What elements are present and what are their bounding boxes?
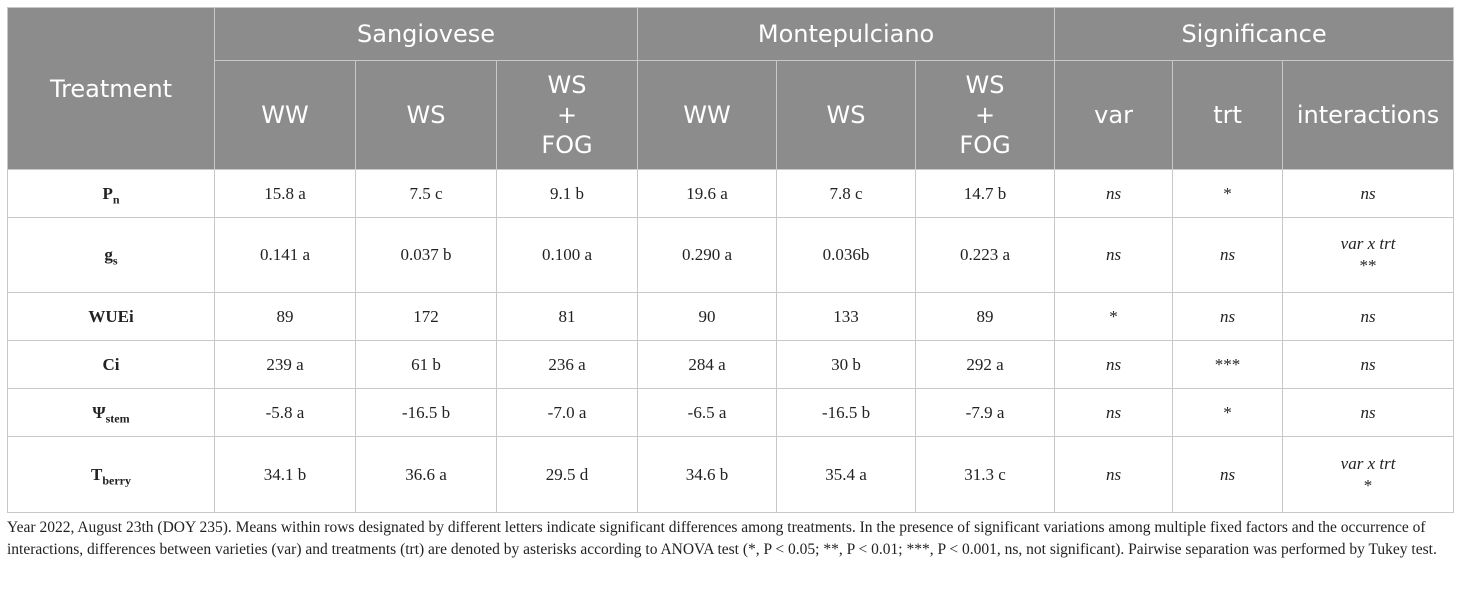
cell-value: 0.223 a [915,217,1056,293]
cell-value: 31.3 c [915,436,1056,513]
table-row-t-berry: Tberry 34.1 b 36.6 a 29.5 d 34.6 b 35.4 … [7,436,1455,513]
cell-value: -16.5 b [776,388,917,437]
table-row-gs: gs 0.141 a 0.037 b 0.100 a 0.290 a 0.036… [7,217,1455,293]
cell-value: 0.100 a [495,217,639,293]
header-montepulciano-ww: WW [637,60,778,170]
cell-var: * [1054,292,1174,341]
cell-value: 0.037 b [355,217,497,293]
table-container: Treatment Sangiovese Montepulciano Signi… [7,7,1455,561]
cell-value: 284 a [637,340,778,389]
header-montepulciano-ws: WS [776,60,917,170]
cell-trt: *** [1172,340,1284,389]
cell-var: ns [1054,217,1174,293]
cell-value: 61 b [355,340,497,389]
cell-interactions: ns [1282,292,1455,341]
cell-value: 35.4 a [776,436,917,513]
cell-var: ns [1054,169,1174,218]
cell-interactions: var x trt * [1282,436,1455,513]
header-treatment: Treatment [7,7,215,170]
header-trt: trt [1172,60,1284,170]
cell-var: ns [1054,436,1174,513]
cell-value: 292 a [915,340,1056,389]
cell-value: 29.5 d [495,436,639,513]
cell-interactions: ns [1282,388,1455,437]
cell-value: 19.6 a [637,169,778,218]
cell-value: 239 a [214,340,356,389]
cell-var: ns [1054,388,1174,437]
header-interactions: interactions [1282,60,1455,170]
cell-trt: ns [1172,217,1284,293]
cell-value: -7.9 a [915,388,1056,437]
row-label: WUEi [7,292,215,341]
header-group-sangiovese: Sangiovese [213,7,639,61]
cell-value: 90 [637,292,778,341]
cell-value: 9.1 b [495,169,639,218]
row-label: Pn [7,169,215,218]
row-label: gs [7,217,215,293]
table-row-pn: Pn 15.8 a 7.5 c 9.1 b 19.6 a 7.8 c 14.7 … [7,169,1455,218]
cell-value: 30 b [776,340,917,389]
header-sangiovese-ws-fog: WS + FOG [495,60,639,170]
cell-value: 81 [495,292,639,341]
cell-value: -7.0 a [495,388,639,437]
cell-value: 7.5 c [355,169,497,218]
cell-value: 15.8 a [214,169,356,218]
cell-value: -5.8 a [214,388,356,437]
cell-value: 0.290 a [637,217,778,293]
cell-trt: * [1172,169,1284,218]
cell-value: 89 [915,292,1056,341]
header-sangiovese-ww: WW [214,60,356,170]
table-row-psi-stem: Ψstem -5.8 a -16.5 b -7.0 a -6.5 a -16.5… [7,388,1455,437]
row-label: Tberry [7,436,215,513]
header-group-montepulciano: Montepulciano [637,7,1056,61]
cell-interactions: ns [1282,169,1455,218]
cell-value: 0.036b [776,217,917,293]
cell-value: -6.5 a [637,388,778,437]
cell-trt: * [1172,388,1284,437]
cell-value: -16.5 b [355,388,497,437]
results-table: Treatment Sangiovese Montepulciano Signi… [7,7,1455,513]
cell-value: 0.141 a [214,217,356,293]
header-group-significance: Significance [1054,7,1455,61]
cell-interactions: var x trt ** [1282,217,1455,293]
cell-value: 89 [214,292,356,341]
cell-value: 36.6 a [355,436,497,513]
cell-value: 236 a [495,340,639,389]
table-row-wuei: WUEi 89 172 81 90 133 89 * ns ns [7,292,1455,341]
cell-value: 133 [776,292,917,341]
cell-trt: ns [1172,436,1284,513]
cell-trt: ns [1172,292,1284,341]
header-var: var [1054,60,1174,170]
row-label: Ψstem [7,388,215,437]
cell-value: 34.6 b [637,436,778,513]
header-montepulciano-ws-fog: WS + FOG [915,60,1056,170]
header-sangiovese-ws: WS [355,60,497,170]
cell-value: 172 [355,292,497,341]
cell-value: 34.1 b [214,436,356,513]
cell-var: ns [1054,340,1174,389]
cell-interactions: ns [1282,340,1455,389]
cell-value: 14.7 b [915,169,1056,218]
cell-value: 7.8 c [776,169,917,218]
table-footnote: Year 2022, August 23th (DOY 235). Means … [7,519,1437,558]
table-row-ci: Ci 239 a 61 b 236 a 284 a 30 b 292 a ns … [7,340,1455,389]
row-label: Ci [7,340,215,389]
